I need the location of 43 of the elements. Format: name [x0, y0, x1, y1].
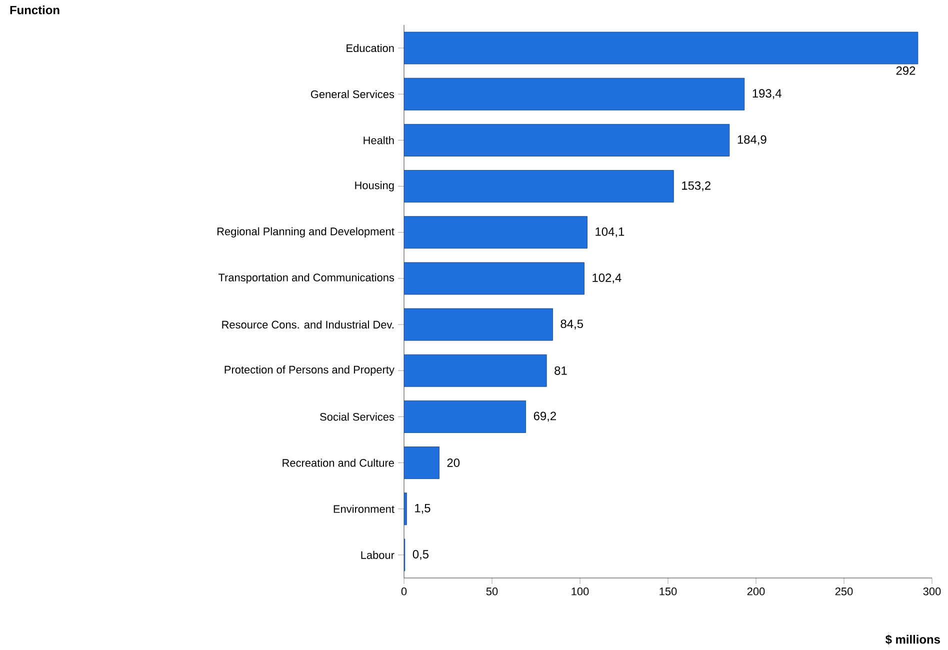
- x-tick-label: 50: [486, 588, 498, 596]
- bar: [404, 446, 440, 479]
- x-tick-label: 150: [660, 588, 677, 596]
- data-label: 184,9: [738, 135, 766, 146]
- bar: [404, 308, 553, 341]
- data-label: 81: [554, 366, 567, 375]
- bar: [404, 216, 588, 249]
- y-tick-label: Recreation and Culture: [282, 458, 394, 467]
- data-label: 20: [447, 458, 460, 468]
- x-tick-label: 200: [747, 588, 765, 596]
- y-tick-label: Environment: [334, 504, 394, 513]
- y-tick-label: Housing: [355, 181, 394, 192]
- bar: [404, 354, 547, 387]
- x-tick-label: 300: [923, 588, 941, 596]
- text: Function: [10, 6, 60, 14]
- data-label: 1,5: [415, 504, 430, 514]
- data-label: 69,2: [534, 412, 556, 422]
- bar: [404, 170, 674, 202]
- y-tick-label: Protection of Persons and Property: [224, 366, 394, 376]
- data-label: 104,1: [596, 227, 624, 238]
- y-tick-label: Social Services: [320, 412, 394, 421]
- y-tick-label: Transportation and Communications: [218, 273, 394, 284]
- y-tick-label: Resource Cons. and Industrial Dev.: [222, 320, 394, 329]
- x-tick-label: 100: [572, 588, 589, 596]
- x-tick-label: 250: [835, 588, 853, 596]
- data-label: 193,4: [752, 89, 782, 100]
- data-label: 292: [896, 66, 916, 75]
- x-tick-label: 0: [401, 588, 407, 596]
- data-label: 0,5: [412, 550, 429, 560]
- y-tick-label: Labour: [361, 550, 394, 559]
- bar: [404, 32, 918, 64]
- bar: [404, 262, 584, 295]
- bar: [404, 78, 745, 110]
- x-axis-title: $ millions: [886, 634, 940, 644]
- bar: [404, 124, 730, 156]
- y-tick-label: Health: [364, 136, 394, 144]
- y-tick-label: Education: [346, 44, 394, 52]
- bar: [404, 400, 526, 433]
- data-label: 102,4: [592, 274, 622, 284]
- y-tick-label: Regional Planning and Development: [217, 227, 394, 238]
- y-tick-label: General Services: [310, 90, 394, 98]
- data-label: 153,2: [682, 181, 710, 192]
- data-label: 84,5: [560, 320, 584, 330]
